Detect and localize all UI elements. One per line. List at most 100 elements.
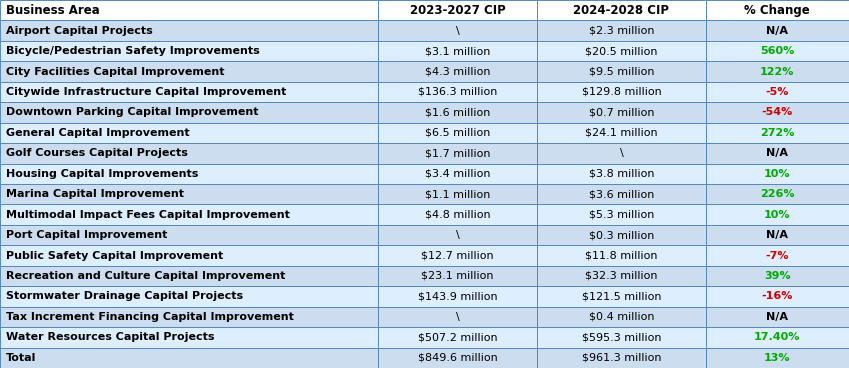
Bar	[537, 82, 706, 102]
Bar	[378, 327, 537, 347]
Bar	[706, 184, 849, 205]
Text: $4.8 million: $4.8 million	[424, 210, 491, 220]
Bar	[537, 21, 706, 41]
Text: $1.6 million: $1.6 million	[424, 107, 491, 117]
Text: 39%: 39%	[764, 271, 790, 281]
Bar	[378, 245, 537, 266]
Bar	[0, 82, 378, 102]
Text: $3.4 million: $3.4 million	[424, 169, 491, 179]
Text: $507.2 million: $507.2 million	[418, 332, 498, 342]
Text: Downtown Parking Capital Improvement: Downtown Parking Capital Improvement	[6, 107, 258, 117]
Text: 226%: 226%	[760, 189, 795, 199]
Bar	[537, 102, 706, 123]
Bar	[378, 307, 537, 327]
Bar	[537, 123, 706, 143]
Bar	[706, 205, 849, 225]
Bar	[0, 205, 378, 225]
Bar	[378, 225, 537, 245]
Bar	[378, 82, 537, 102]
Text: 560%: 560%	[760, 46, 795, 56]
Bar	[706, 163, 849, 184]
Bar	[378, 266, 537, 286]
Bar	[378, 184, 537, 205]
Text: \: \	[456, 230, 459, 240]
Text: $2.3 million: $2.3 million	[588, 26, 655, 36]
Text: $3.8 million: $3.8 million	[588, 169, 655, 179]
Text: Tax Increment Financing Capital Improvement: Tax Increment Financing Capital Improvem…	[6, 312, 294, 322]
Text: $9.5 million: $9.5 million	[588, 67, 655, 77]
Bar	[0, 225, 378, 245]
Bar	[0, 163, 378, 184]
Text: $143.9 million: $143.9 million	[418, 291, 498, 301]
Bar	[378, 21, 537, 41]
Text: \: \	[620, 148, 623, 158]
Bar	[0, 307, 378, 327]
Bar	[0, 123, 378, 143]
Text: $32.3 million: $32.3 million	[585, 271, 658, 281]
Bar	[537, 266, 706, 286]
Text: $3.1 million: $3.1 million	[424, 46, 491, 56]
Bar	[537, 245, 706, 266]
Text: $1.1 million: $1.1 million	[424, 189, 491, 199]
Bar	[706, 21, 849, 41]
Text: 10%: 10%	[764, 210, 790, 220]
Text: 10%: 10%	[764, 169, 790, 179]
Bar	[706, 0, 849, 21]
Text: -16%: -16%	[762, 291, 793, 301]
Text: $4.3 million: $4.3 million	[424, 67, 491, 77]
Text: 2024-2028 CIP: 2024-2028 CIP	[573, 4, 670, 17]
Bar	[378, 41, 537, 61]
Bar	[378, 102, 537, 123]
Text: 122%: 122%	[760, 67, 795, 77]
Bar	[537, 61, 706, 82]
Text: Stormwater Drainage Capital Projects: Stormwater Drainage Capital Projects	[6, 291, 243, 301]
Bar	[0, 184, 378, 205]
Text: $849.6 million: $849.6 million	[418, 353, 498, 363]
Text: $1.7 million: $1.7 million	[424, 148, 491, 158]
Text: 2023-2027 CIP: 2023-2027 CIP	[410, 4, 505, 17]
Bar	[537, 347, 706, 368]
Text: $595.3 million: $595.3 million	[582, 332, 661, 342]
Bar	[0, 41, 378, 61]
Bar	[378, 123, 537, 143]
Text: $0.4 million: $0.4 million	[588, 312, 655, 322]
Bar	[537, 41, 706, 61]
Text: $12.7 million: $12.7 million	[421, 251, 494, 261]
Bar	[0, 0, 378, 21]
Text: $0.3 million: $0.3 million	[588, 230, 655, 240]
Text: N/A: N/A	[767, 26, 788, 36]
Text: $0.7 million: $0.7 million	[588, 107, 655, 117]
Text: \: \	[456, 312, 459, 322]
Text: General Capital Improvement: General Capital Improvement	[6, 128, 189, 138]
Bar	[537, 184, 706, 205]
Text: Bicycle/Pedestrian Safety Improvements: Bicycle/Pedestrian Safety Improvements	[6, 46, 260, 56]
Bar	[537, 307, 706, 327]
Text: Business Area: Business Area	[6, 4, 99, 17]
Bar	[378, 61, 537, 82]
Text: Golf Courses Capital Projects: Golf Courses Capital Projects	[6, 148, 188, 158]
Text: $129.8 million: $129.8 million	[582, 87, 661, 97]
Bar	[378, 163, 537, 184]
Bar	[0, 286, 378, 307]
Bar	[378, 205, 537, 225]
Text: Multimodal Impact Fees Capital Improvement: Multimodal Impact Fees Capital Improveme…	[6, 210, 290, 220]
Text: $961.3 million: $961.3 million	[582, 353, 661, 363]
Text: Water Resources Capital Projects: Water Resources Capital Projects	[6, 332, 215, 342]
Text: Recreation and Culture Capital Improvement: Recreation and Culture Capital Improveme…	[6, 271, 285, 281]
Text: $24.1 million: $24.1 million	[585, 128, 658, 138]
Bar	[0, 21, 378, 41]
Text: -7%: -7%	[766, 251, 789, 261]
Bar	[706, 225, 849, 245]
Bar	[537, 286, 706, 307]
Text: 13%: 13%	[764, 353, 790, 363]
Bar	[706, 307, 849, 327]
Bar	[0, 347, 378, 368]
Bar	[706, 102, 849, 123]
Text: $136.3 million: $136.3 million	[418, 87, 498, 97]
Text: 272%: 272%	[760, 128, 795, 138]
Bar	[706, 245, 849, 266]
Bar	[537, 225, 706, 245]
Text: N/A: N/A	[767, 148, 788, 158]
Bar	[0, 143, 378, 163]
Bar	[537, 143, 706, 163]
